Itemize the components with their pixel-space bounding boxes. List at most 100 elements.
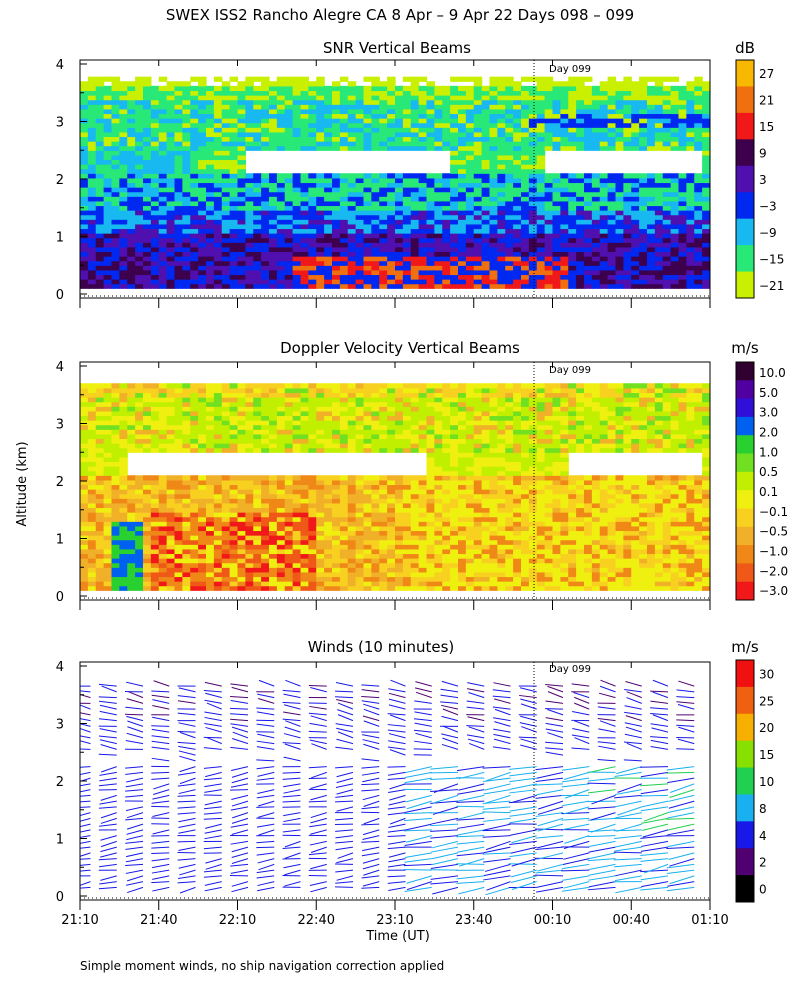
doppler-cell	[127, 406, 136, 412]
snr-cell	[261, 182, 270, 188]
snr-cell	[166, 182, 176, 188]
snr-cell	[379, 246, 388, 253]
doppler-cell	[276, 397, 286, 403]
snr-cell	[269, 90, 278, 96]
snr-cell	[158, 228, 168, 234]
snr-cell	[127, 164, 136, 170]
snr-cell	[544, 242, 554, 248]
snr-cell	[607, 228, 617, 234]
doppler-cell	[355, 507, 365, 513]
snr-cell	[599, 200, 609, 207]
snr-cell	[127, 113, 136, 119]
snr-cell	[332, 283, 341, 289]
snr-cell	[670, 191, 680, 197]
snr-cell	[261, 256, 270, 262]
snr-cell	[607, 95, 617, 101]
snr-cell	[206, 141, 215, 147]
snr-cell	[316, 279, 325, 285]
snr-cell	[465, 141, 475, 147]
doppler-cell	[292, 525, 302, 532]
doppler-cell	[292, 535, 302, 541]
snr-cell	[387, 246, 396, 253]
snr-cell	[702, 127, 710, 133]
doppler-cell	[95, 521, 105, 527]
doppler-cell	[174, 585, 183, 591]
snr-cell	[434, 131, 443, 138]
snr-cell	[505, 159, 514, 165]
snr-cell	[465, 113, 475, 119]
snr-cell	[198, 81, 207, 87]
snr-cell	[607, 256, 617, 262]
snr-cell	[442, 113, 451, 119]
snr-cell	[190, 205, 199, 211]
snr-cell	[269, 237, 278, 243]
doppler-cell	[95, 479, 105, 486]
snr-cell	[245, 113, 254, 119]
snr-cell	[489, 127, 498, 133]
snr-cell	[395, 214, 404, 220]
snr-cell	[568, 136, 577, 142]
snr-cell	[442, 145, 451, 151]
snr-cell	[544, 265, 554, 271]
doppler-cell	[221, 447, 231, 453]
snr-cell	[552, 85, 561, 92]
snr-cell	[198, 223, 207, 230]
doppler-cell	[269, 447, 278, 453]
snr-cell	[584, 99, 593, 105]
snr-cell	[355, 200, 365, 207]
snr-cell	[387, 256, 396, 262]
snr-cell	[591, 251, 601, 257]
doppler-cell	[206, 415, 215, 421]
doppler-cell	[95, 581, 105, 587]
doppler-cell	[355, 415, 365, 421]
doppler-cell	[363, 438, 372, 444]
doppler-cell	[261, 397, 270, 403]
snr-cell	[402, 113, 412, 119]
snr-cell	[544, 81, 554, 87]
snr-cell	[143, 159, 152, 165]
snr-cell	[182, 127, 191, 133]
snr-cell	[182, 108, 191, 115]
snr-cell	[95, 164, 105, 170]
snr-cell	[150, 237, 160, 243]
snr-cell	[513, 219, 522, 225]
snr-cell	[111, 191, 120, 197]
snr-cell	[505, 279, 514, 285]
doppler-cell	[339, 397, 349, 403]
doppler-cell	[300, 512, 309, 518]
snr-cell	[497, 159, 506, 165]
snr-cell	[631, 131, 640, 138]
snr-cell	[434, 214, 443, 220]
snr-cell	[418, 237, 428, 243]
snr-cell	[308, 279, 317, 285]
doppler-cell	[324, 479, 333, 486]
doppler-cell	[261, 424, 270, 430]
doppler-cell	[127, 489, 136, 495]
doppler-cell	[221, 548, 231, 555]
snr-cell	[418, 256, 428, 262]
doppler-cell	[269, 424, 278, 430]
doppler-cell	[166, 567, 176, 573]
snr-cell	[213, 205, 223, 211]
snr-cell	[560, 127, 569, 133]
doppler-cell	[206, 571, 215, 578]
snr-cell	[410, 205, 420, 211]
snr-cell	[166, 274, 176, 280]
doppler-cell	[111, 530, 120, 536]
snr-cell	[568, 219, 577, 225]
snr-cell	[150, 104, 160, 110]
snr-cell	[402, 237, 412, 243]
doppler-cell	[261, 489, 270, 495]
snr-cell	[473, 182, 483, 188]
snr-cell	[221, 99, 231, 105]
doppler-cell	[182, 424, 191, 430]
snr-cell	[363, 136, 372, 142]
snr-cell	[363, 210, 372, 216]
snr-cell	[158, 246, 168, 253]
snr-cell	[237, 81, 246, 87]
doppler-cell	[158, 512, 168, 518]
snr-cell	[347, 104, 357, 110]
snr-cell	[513, 196, 522, 202]
doppler-cell	[347, 383, 357, 389]
doppler-cell	[261, 392, 270, 398]
